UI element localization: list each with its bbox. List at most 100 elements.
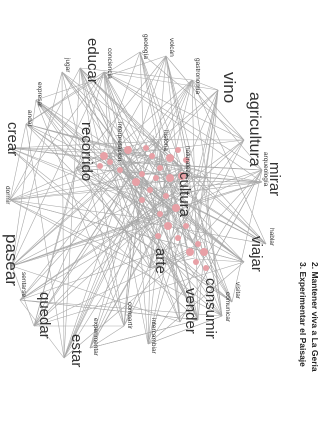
node-dot — [166, 154, 174, 162]
node-dot — [107, 159, 113, 165]
edge-sentarse-4 — [19, 216, 164, 301]
node-dot — [183, 223, 189, 229]
word-comunicar: comunicar — [224, 292, 231, 323]
edge-jugar-viajar — [61, 71, 245, 263]
edge-agricultura-0 — [191, 139, 245, 244]
word-volcan: volcán — [168, 38, 175, 57]
edge-experimentar-compartir — [89, 325, 125, 349]
edge-vender-0 — [169, 167, 181, 323]
edge-vino-4 — [193, 89, 219, 246]
edge-compartir-educar — [79, 67, 125, 327]
edge-arte-2 — [149, 255, 191, 269]
edge-hablar-1 — [167, 156, 267, 245]
node-dots-layer — [97, 145, 209, 271]
word-mirar: mirar — [266, 162, 283, 196]
edge-crear-4 — [9, 147, 156, 157]
node-dot — [175, 235, 181, 241]
word-educar: educar — [84, 38, 101, 84]
edge-hablar-2 — [172, 195, 267, 245]
node-dot — [164, 222, 172, 230]
word-geologia: geología — [142, 34, 149, 59]
edge-viajar-intercambiar — [147, 261, 245, 345]
edge-arqueologia-visitar — [231, 169, 263, 303]
word-cultura: cultura — [176, 172, 193, 218]
edge-compartir-2 — [123, 174, 209, 327]
edge-sentarse-consumir — [19, 299, 199, 321]
edge-viajar-expresar — [35, 99, 245, 263]
edge-jugar-4 — [61, 71, 159, 147]
edge-hablar-4 — [134, 219, 267, 245]
edge-historia-2 — [159, 149, 189, 250]
word-jugar: jugar — [64, 57, 71, 73]
edge-volcan-3 — [165, 55, 188, 256]
edge-visitar-4 — [126, 220, 233, 303]
edge-visitar-3 — [154, 163, 233, 303]
edge-intercambiar-3 — [147, 203, 180, 345]
edge-estar-naturaleza — [63, 167, 183, 359]
edge-agricultura-arte — [149, 139, 245, 269]
node-dot — [195, 241, 201, 247]
edge-pasear-conciencia — [11, 71, 105, 267]
word-experimentar: experimentar — [92, 318, 99, 357]
edge-mirar-4 — [125, 181, 263, 224]
edge-conciencia-quedar — [33, 71, 105, 327]
word-interpretacion: interpretación — [116, 122, 123, 162]
edge-historia-4 — [159, 149, 170, 202]
node-dot — [175, 147, 181, 153]
edge-pasear-1 — [11, 219, 140, 267]
edge-hablar-3 — [201, 172, 267, 245]
edge-educar-2 — [79, 67, 102, 154]
edge-expresar-pasear — [11, 99, 37, 267]
node-dot — [172, 204, 180, 212]
word-compartir: compartir — [126, 302, 133, 330]
node-dot — [139, 171, 145, 177]
edge-educar-historia — [79, 67, 161, 151]
edge-intercambiar-2 — [109, 150, 149, 345]
edge-vender-arqueologia — [179, 169, 263, 323]
word-crear: crear — [4, 122, 21, 156]
word-quedar: quedar — [36, 292, 53, 339]
edge-consumir-1 — [171, 202, 199, 321]
edge-naturaleza-andar — [25, 123, 183, 169]
node-dot — [155, 233, 161, 239]
edge-educar-4 — [79, 67, 158, 216]
edge-vino-2 — [196, 89, 219, 179]
node-dot — [149, 153, 155, 159]
edge-recorrido-2 — [75, 152, 105, 169]
edge-andar-4 — [25, 123, 170, 162]
edge-visitar-naturaleza — [181, 167, 233, 303]
word-dormir: dormir — [4, 186, 11, 205]
edge-conciencia-andar — [25, 71, 105, 125]
edge-naturaleza-educar — [79, 67, 183, 169]
edge-experimentar-1 — [89, 174, 172, 349]
edge-mirar-0 — [174, 181, 263, 194]
edge-experimentar-consumir — [89, 319, 199, 349]
node-dot — [200, 248, 208, 256]
edge-estar-jugar — [61, 71, 65, 359]
word-conciencia: conciencia — [106, 48, 113, 79]
edge-gastronomia-1 — [191, 79, 209, 188]
word-pasear: pasear — [2, 234, 21, 286]
edge-experimentar-0 — [89, 176, 191, 349]
edge-quedar-2 — [33, 156, 113, 327]
edge-visitar-recorrido — [75, 167, 233, 303]
edge-naturaleza-mirar — [181, 167, 263, 183]
edge-quedar-naturaleza — [33, 167, 183, 327]
word-recorrido: recorrido — [78, 122, 95, 181]
edge-estar-4 — [63, 157, 159, 359]
title-1: 2. Mantener viva a La Geria — [310, 262, 320, 372]
edge-vino-conciencia — [103, 71, 219, 91]
edge-pasear-4 — [11, 148, 146, 267]
edge-estar-volcan — [63, 55, 167, 359]
edge-agricultura-gastronomia — [191, 79, 245, 141]
edge-pasear-3 — [11, 170, 196, 267]
edge-crear-interpretacion — [9, 147, 115, 151]
edge-consumir-conciencia — [103, 71, 199, 321]
edge-geologia-naturaleza — [139, 51, 183, 169]
edge-intercambiar-arqueologia — [147, 169, 263, 345]
word-vino: vino — [220, 72, 239, 103]
word-historia: historia — [162, 130, 169, 151]
edge-comunicar-2 — [205, 188, 223, 317]
